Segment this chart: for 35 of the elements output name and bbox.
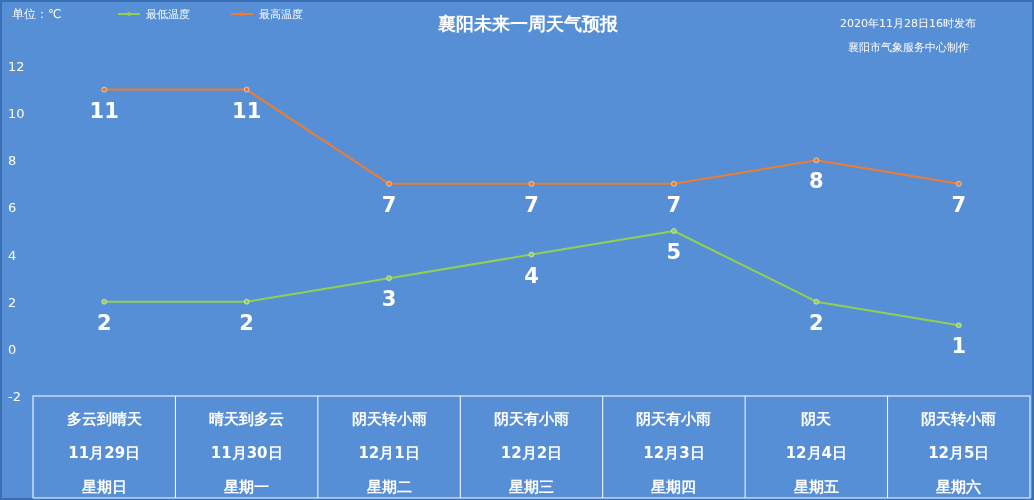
y-tick-label: 0 [8, 341, 17, 357]
text: 2020年11月28日16时发布 [840, 17, 976, 30]
x-tick-label: 晴天到多云11月30日星期一 [209, 410, 285, 496]
data-label: 7 [381, 192, 397, 217]
y-tick-label: 4 [8, 247, 17, 263]
x-tick-label: 阴天12月4日星期五 [785, 410, 848, 496]
x-tick-label: 阴天转小雨12月1日星期二 [351, 410, 427, 496]
text: 襄阳市气象服务中心制作 [847, 41, 969, 54]
data-label: 1 [951, 334, 967, 359]
data-label: 2 [239, 310, 254, 335]
y-tick-label: 8 [8, 153, 17, 169]
y-tick-label: 2 [8, 294, 17, 310]
legend-label: 最高温度 [259, 8, 303, 21]
data-label: 7 [524, 192, 539, 217]
data-label: 2 [809, 310, 824, 335]
text: 单位：℃ [12, 7, 62, 21]
x-tick-label: 阴天有小雨12月2日星期三 [494, 410, 569, 496]
data-label: 7 [666, 192, 682, 217]
y-tick-label: 10 [8, 106, 25, 122]
chart-title: 襄阳未来一周天气预报 [437, 13, 619, 34]
data-label: 2 [96, 310, 112, 335]
data-label: 3 [381, 287, 397, 312]
legend-label: 最低温度 [146, 8, 190, 21]
y-tick-label: -2 [8, 389, 21, 404]
x-tick-label: 多云到晴天11月29日星期日 [66, 410, 143, 496]
y-tick-label: 6 [8, 200, 17, 216]
y-tick-label: 12 [8, 59, 25, 74]
x-tick-label: 阴天有小雨12月3日星期四 [636, 410, 712, 496]
x-tick-label: 阴天转小雨12月5日星期六 [921, 410, 997, 496]
data-label: 5 [666, 240, 682, 264]
data-label: 8 [809, 169, 824, 194]
data-label: 11 [89, 98, 119, 123]
data-label: 11 [232, 98, 262, 123]
data-label: 4 [524, 263, 539, 288]
data-label: 7 [951, 192, 967, 217]
